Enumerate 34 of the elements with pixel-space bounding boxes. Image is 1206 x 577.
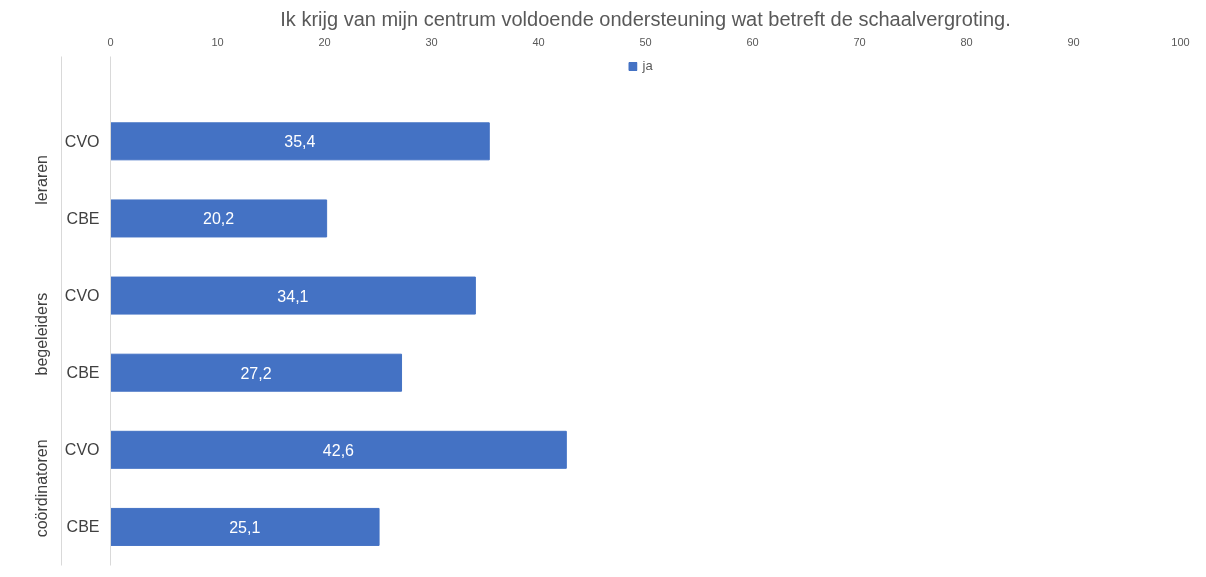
y-tick-label: CVO [64, 132, 100, 150]
x-tick-label: 10 [211, 35, 224, 48]
chart-title: Ik krijg van mijn centrum voldoende ondersteuning wat betreft de schaalvergroting. [280, 7, 1011, 30]
data-label: 25,1 [229, 518, 261, 536]
bar [110, 122, 490, 161]
x-tick-label: 90 [1067, 35, 1080, 48]
data-label: 27,2 [240, 364, 272, 382]
x-tick-label: 30 [425, 35, 438, 48]
data-label: 35,4 [284, 133, 316, 151]
bar [110, 199, 328, 238]
x-tick-label: 100 [1171, 35, 1190, 48]
data-label: 42,6 [322, 441, 355, 459]
y-tick-label: CBE [66, 364, 100, 382]
data-label: 34,1 [277, 287, 309, 305]
x-tick-label: 20 [318, 35, 331, 48]
bar [110, 353, 403, 392]
x-tick-label: 50 [639, 35, 652, 48]
x-tick-label: 0 [107, 35, 114, 48]
x-tick-label: 80 [960, 35, 973, 48]
text: begeleiders [33, 292, 51, 376]
data-label: 20,2 [203, 210, 235, 228]
x-tick-label: 60 [746, 35, 759, 48]
bar [110, 507, 380, 546]
text: leraren [33, 154, 51, 205]
y-tick-label: CVO [64, 287, 100, 305]
y-tick-label: CBE [66, 209, 100, 227]
y-tick-label: CVO [64, 441, 100, 459]
text: coördinatoren [33, 439, 51, 538]
bar [110, 430, 567, 469]
bar [110, 276, 476, 315]
x-tick-label: 40 [532, 35, 545, 48]
legend-label: ja [642, 58, 654, 73]
x-tick-label: 70 [853, 35, 866, 48]
y-tick-label: CBE [66, 518, 100, 536]
